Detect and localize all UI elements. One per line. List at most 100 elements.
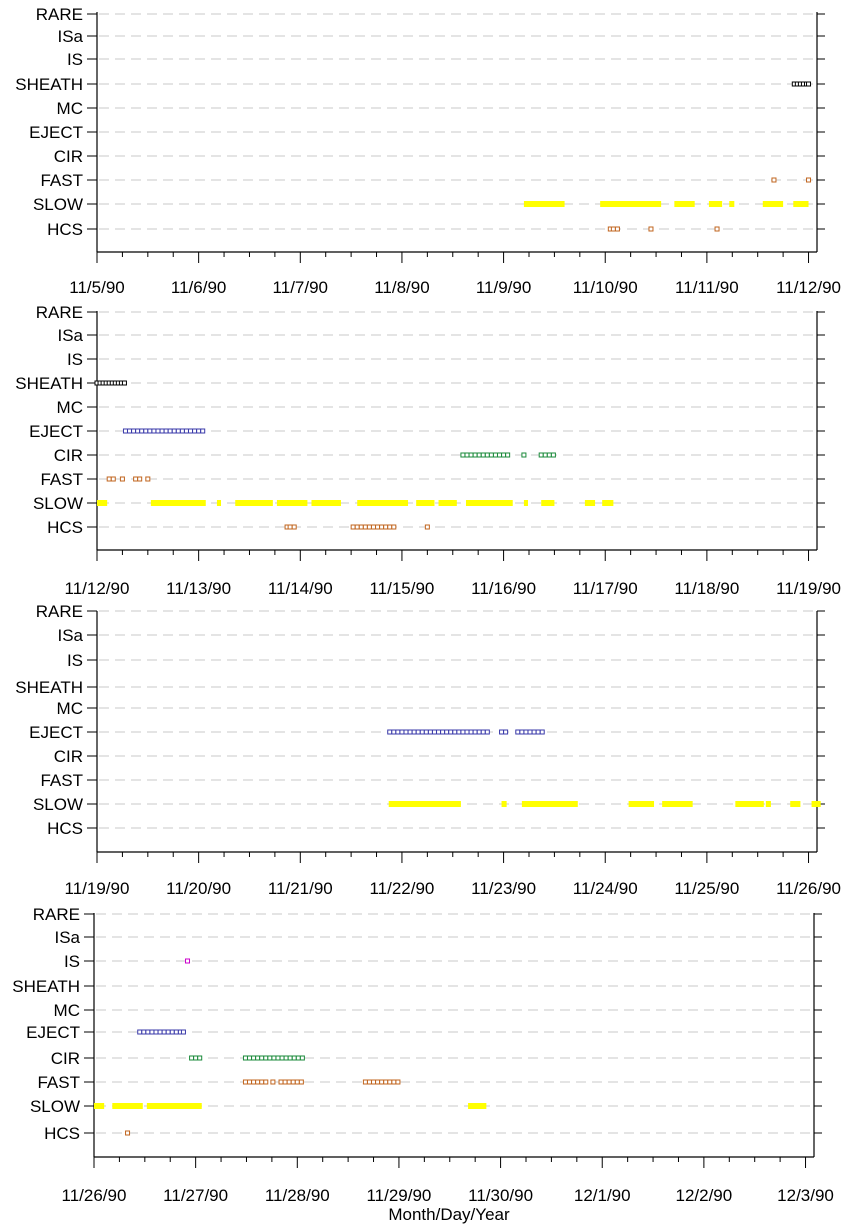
hcs-marker <box>125 1130 131 1136</box>
hcs-marker <box>614 226 620 232</box>
fast-marker <box>282 1079 288 1085</box>
row-label-eject: EJECT <box>26 1023 80 1042</box>
hcs-marker <box>287 524 293 530</box>
eject-marker <box>523 729 529 735</box>
row-label-hcs: HCS <box>47 819 83 838</box>
sheath-marker <box>121 380 127 386</box>
cir-marker <box>542 452 548 458</box>
eject-marker <box>484 729 490 735</box>
cir-marker <box>472 452 478 458</box>
x-tick-label: 11/12/90 <box>65 579 130 598</box>
eject-marker <box>196 428 202 434</box>
fast-marker <box>298 1079 304 1085</box>
fast-marker <box>137 476 143 482</box>
row-label-isa: ISa <box>57 27 83 46</box>
cir-marker <box>468 452 474 458</box>
x-tick-label: 11/20/90 <box>166 879 231 898</box>
fast-marker <box>806 177 812 183</box>
slow-wind-bar <box>311 500 341 506</box>
slow-wind-bar <box>112 1103 143 1109</box>
fast-marker <box>263 1079 269 1085</box>
row-label-is: IS <box>67 50 83 69</box>
cir-marker <box>242 1055 248 1061</box>
slow-wind-bar <box>468 1103 487 1109</box>
eject-marker <box>531 729 537 735</box>
row-label-sheath: SHEATH <box>12 977 80 996</box>
x-tick-label: 11/21/90 <box>268 879 333 898</box>
eject-marker <box>159 428 165 434</box>
hcs-marker <box>424 524 430 530</box>
cir-marker <box>247 1055 253 1061</box>
x-tick-label: 11/19/90 <box>65 879 130 898</box>
eject-marker <box>415 729 421 735</box>
fast-marker <box>110 476 116 482</box>
eject-marker <box>131 428 137 434</box>
x-tick-label: 11/12/90 <box>776 278 841 297</box>
eject-marker <box>431 729 437 735</box>
x-tick-label: 12/2/90 <box>676 1186 733 1205</box>
cir-marker <box>255 1055 261 1061</box>
panel-3: RARE ISa IS SHEATH MC EJECT CIR FAST SLOW HCS 11/1… <box>15 602 841 898</box>
eject-marker <box>387 729 393 735</box>
x-tick-label: 11/14/90 <box>268 579 333 598</box>
eject-marker <box>395 729 401 735</box>
fast-marker <box>294 1079 300 1085</box>
row-label-cir: CIR <box>54 747 83 766</box>
hcs-marker <box>714 226 720 232</box>
row-label-mc: MC <box>54 1001 80 1020</box>
eject-marker <box>519 729 525 735</box>
eject-marker <box>499 729 505 735</box>
cir-marker <box>259 1055 265 1061</box>
x-tick-label: 11/7/90 <box>273 278 328 297</box>
eject-marker <box>527 729 533 735</box>
eject-marker <box>515 729 521 735</box>
x-tick-label: 12/3/90 <box>777 1186 834 1205</box>
eject-marker <box>419 729 425 735</box>
slow-wind-bar <box>438 500 457 506</box>
fast-marker <box>286 1079 292 1085</box>
slow-wind-bar <box>790 801 801 807</box>
row-label-rare: RARE <box>36 5 83 24</box>
slow-wind-bar <box>235 500 273 506</box>
eject-marker <box>440 729 446 735</box>
row-label-sheath: SHEATH <box>15 374 83 393</box>
cir-marker <box>275 1055 281 1061</box>
row-label-eject: EJECT <box>29 422 83 441</box>
x-tick-label: 11/22/90 <box>369 879 434 898</box>
eject-marker <box>448 729 454 735</box>
row-label-eject: EJECT <box>29 123 83 142</box>
x-tick-label: 11/8/90 <box>374 278 429 297</box>
row-label-fast: FAST <box>40 470 83 489</box>
eject-marker <box>145 1029 151 1035</box>
panel-4: RARE ISa IS SHEATH MC EJECT CIR FAST SLOW HCS 11/2… <box>12 905 834 1205</box>
hcs-marker <box>387 524 393 530</box>
fast-marker <box>375 1079 381 1085</box>
eject-marker <box>127 428 133 434</box>
eject-marker <box>460 729 466 735</box>
eject-marker <box>183 428 189 434</box>
eject-marker <box>143 428 149 434</box>
sheath-marker <box>806 81 812 87</box>
panels: RARE ISa IS SHEATH MC EJECT CIR FAST SLOW HCS 11/5… <box>12 5 841 1205</box>
fast-marker <box>395 1079 401 1085</box>
row-label-cir: CIR <box>51 1049 80 1068</box>
x-tick-label: 11/29/90 <box>366 1186 431 1205</box>
x-tick-label: 11/23/90 <box>471 879 536 898</box>
eject-marker <box>480 729 486 735</box>
hcs-marker <box>358 524 364 530</box>
slow-wind-bar <box>150 500 206 506</box>
eject-marker <box>175 428 181 434</box>
panel-1: RARE ISa IS SHEATH MC EJECT CIR FAST SLOW HCS 11/5… <box>15 5 841 297</box>
eject-marker <box>163 428 169 434</box>
hcs-marker <box>648 226 654 232</box>
x-tick-label: 11/25/90 <box>674 879 739 898</box>
fast-marker <box>371 1079 377 1085</box>
fast-marker <box>362 1079 368 1085</box>
row-label-is: IS <box>67 651 83 670</box>
x-tick-label: 11/19/90 <box>776 579 841 598</box>
cir-marker <box>538 452 544 458</box>
eject-marker <box>192 428 198 434</box>
eject-marker <box>139 428 145 434</box>
fast-marker <box>387 1079 393 1085</box>
